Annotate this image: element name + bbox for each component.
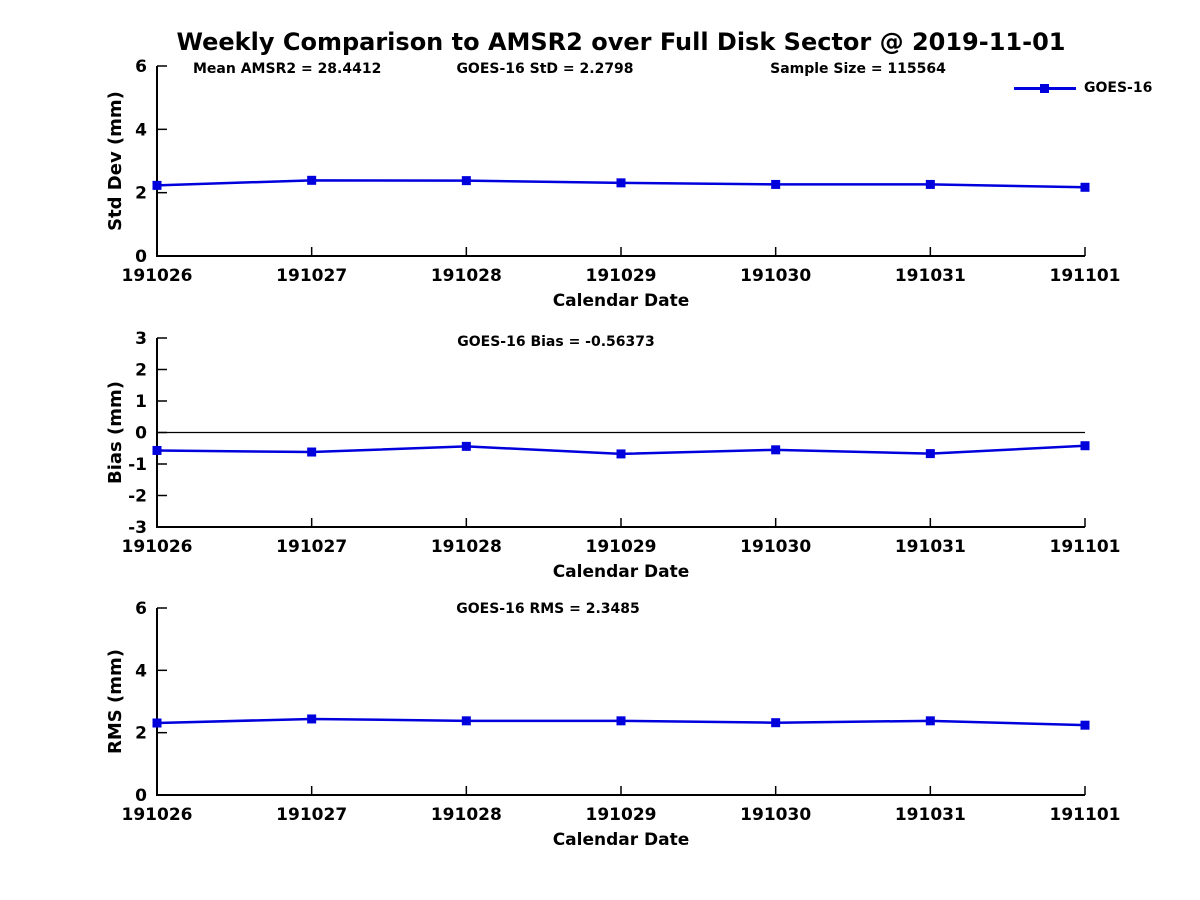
y-tick-label: 0	[135, 247, 147, 267]
x-tick-label: 191026	[122, 537, 193, 557]
data-point-marker	[307, 175, 317, 185]
x-tick-label: 191030	[740, 805, 811, 825]
data-point-marker	[152, 180, 162, 190]
y-tick-label: 2	[135, 184, 147, 204]
data-point-marker	[307, 714, 317, 724]
x-axis-title: Calendar Date	[553, 562, 690, 582]
data-point-marker	[771, 179, 781, 189]
x-tick-label: 191026	[122, 266, 193, 286]
bias-plot: -3 -2 -1 0 1 2 3 191026 191027 191028 191029 191030…	[105, 329, 1120, 582]
x-tick-label: 191027	[276, 805, 347, 825]
y-tick-label: 3	[135, 329, 147, 349]
x-axis-title: Calendar Date	[553, 291, 690, 311]
data-point-marker	[461, 716, 471, 726]
annotation-text: GOES-16 StD = 2.2798	[456, 61, 633, 77]
data-point-marker	[461, 176, 471, 186]
rms-plot: 0 2 4 6 191026 191027 191028 191029 191030 191031…	[105, 599, 1120, 850]
x-tick-label: 191027	[276, 266, 347, 286]
std-dev-plot: 0 2 4 6 191026 191027 191028 191029 191030 191031…	[105, 57, 1120, 311]
data-point-marker	[152, 718, 162, 728]
x-tick-label: 191031	[895, 805, 966, 825]
y-tick-label: -2	[128, 487, 147, 507]
y-tick-label: 4	[135, 661, 147, 681]
x-tick-label: 191028	[431, 266, 502, 286]
x-tick-label: 191031	[895, 266, 966, 286]
data-point-marker	[307, 447, 317, 457]
annotation-text: Sample Size = 115564	[770, 61, 946, 77]
data-point-marker	[1080, 182, 1090, 192]
data-point-marker	[1080, 720, 1090, 730]
x-tick-label: 191029	[586, 266, 657, 286]
data-point-marker	[1080, 441, 1090, 451]
data-point-marker	[925, 716, 935, 726]
x-tick-label: 191030	[740, 266, 811, 286]
y-tick-label: 1	[135, 392, 147, 412]
annotation-text: Mean AMSR2 = 28.4412	[193, 61, 381, 77]
y-tick-label: 0	[135, 786, 147, 806]
data-point-marker	[925, 449, 935, 459]
data-point-marker	[152, 445, 162, 455]
x-tick-label: 191101	[1050, 266, 1121, 286]
annotation-text: GOES-16 RMS = 2.3485	[456, 601, 640, 617]
chart-title: Weekly Comparison to AMSR2 over Full Dis…	[176, 28, 1066, 56]
x-tick-label: 191030	[740, 537, 811, 557]
data-point-marker	[616, 178, 626, 188]
y-tick-label: 2	[135, 724, 147, 744]
y-tick-label: 2	[135, 361, 147, 381]
x-tick-label: 191031	[895, 537, 966, 557]
y-tick-label: 4	[135, 120, 147, 140]
data-point-marker	[771, 445, 781, 455]
y-tick-label: -3	[128, 518, 147, 538]
legend: GOES-16	[1014, 80, 1152, 96]
y-tick-label: 6	[135, 57, 147, 77]
y-tick-label: 0	[135, 424, 147, 444]
data-point-marker	[461, 441, 471, 451]
y-tick-label: -1	[128, 455, 147, 475]
data-point-marker	[771, 718, 781, 728]
x-tick-label: 191101	[1050, 537, 1121, 557]
x-tick-label: 191028	[431, 537, 502, 557]
data-point-marker	[616, 716, 626, 726]
data-point-marker	[616, 449, 626, 459]
x-tick-label: 191029	[586, 805, 657, 825]
x-tick-label: 191026	[122, 805, 193, 825]
x-axis-title: Calendar Date	[553, 830, 690, 850]
y-axis-title: Bias (mm)	[105, 381, 126, 484]
legend-square-marker-icon	[1040, 83, 1049, 93]
y-axis-title: Std Dev (mm)	[105, 91, 126, 231]
y-tick-label: 6	[135, 599, 147, 619]
x-tick-label: 191028	[431, 805, 502, 825]
legend-label: GOES-16	[1084, 80, 1153, 96]
x-tick-label: 191101	[1050, 805, 1121, 825]
x-tick-label: 191027	[276, 537, 347, 557]
legend-line-sample	[1014, 83, 1076, 93]
y-axis-title: RMS (mm)	[105, 649, 126, 754]
annotation-text: GOES-16 Bias = -0.56373	[457, 334, 655, 350]
data-point-marker	[925, 179, 935, 189]
x-tick-label: 191029	[586, 537, 657, 557]
